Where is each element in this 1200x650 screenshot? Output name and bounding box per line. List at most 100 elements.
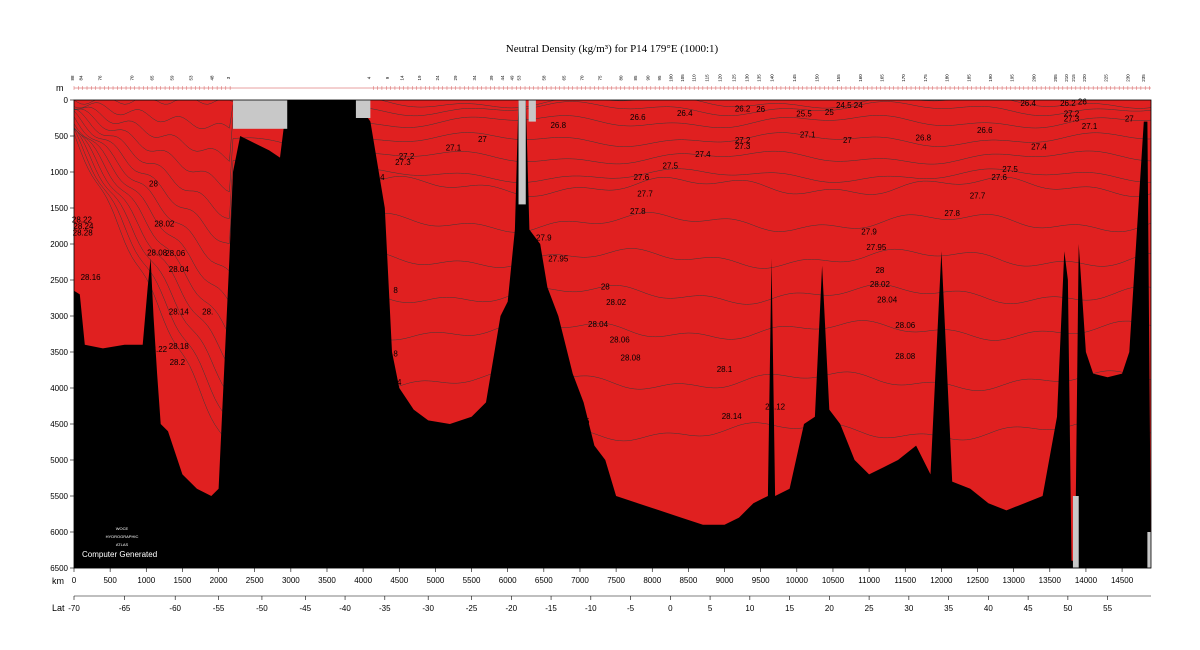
station-label: 225	[1104, 74, 1109, 82]
lat-tick-label: -40	[339, 604, 351, 613]
no-data-region	[233, 100, 288, 129]
station-label: 24	[435, 75, 440, 81]
contour-label: 25	[825, 108, 834, 117]
contour-labels: 28.1628.2228.2428.282828.0228.0828.0628.…	[72, 97, 1134, 430]
station-label: 235	[1141, 74, 1146, 82]
station-label: 175	[923, 74, 928, 82]
station-label: 65	[150, 75, 155, 81]
station-label: 88	[70, 75, 75, 81]
contour-label: 28.	[936, 421, 947, 430]
station-label: 195	[1010, 74, 1015, 82]
contour-label: 26	[1078, 97, 1087, 106]
station-label: 210	[1064, 74, 1069, 82]
contour-label: 27.6	[991, 173, 1007, 182]
no-data-region	[355, 100, 371, 118]
station-label: 70	[129, 75, 134, 81]
x-tick-label: 11000	[858, 576, 880, 585]
station-label: 84	[79, 75, 84, 81]
contour-label: 28.1	[717, 365, 733, 374]
station-label: 215	[1071, 74, 1076, 82]
x-tick-label: 4500	[390, 576, 408, 585]
lat-tick-label: 40	[984, 604, 993, 613]
contour-label: 28.	[202, 308, 213, 317]
contour-label: 28.06	[165, 249, 186, 258]
contour-label: 28.02	[154, 220, 175, 229]
contour-label: 27.6	[634, 173, 650, 182]
y-tick-label: 1000	[50, 168, 68, 177]
y-tick-label: 3500	[50, 348, 68, 357]
station-label: 105	[680, 74, 685, 82]
contour-label: 28.22	[72, 215, 93, 224]
contour-label: 28.24	[73, 222, 94, 231]
lat-tick-label: -25	[466, 604, 478, 613]
x-tick-label: 12500	[966, 576, 989, 585]
contour-label: 28.18	[169, 342, 190, 351]
station-label: 160	[858, 74, 863, 82]
contour-label: 27.2	[735, 136, 751, 145]
contour-label: 27	[1125, 115, 1134, 124]
lat-tick-label: -10	[585, 604, 597, 613]
contour-label: 28	[149, 179, 158, 188]
station-label: 14	[400, 75, 405, 81]
lat-tick-label: 50	[1063, 604, 1072, 613]
station-label: 9	[385, 76, 390, 79]
contour-label: 4	[397, 378, 402, 387]
contour-label: 27.4	[1031, 143, 1047, 152]
station-label: 190	[988, 74, 993, 82]
contour-label: 28.12	[765, 403, 786, 412]
woce-logo: WOCE HYDROGRAPHIC ATLAS Computer Generated	[82, 526, 157, 559]
contour-label: 27.3	[1064, 115, 1080, 124]
x-tick-label: 3000	[282, 576, 300, 585]
contour-label: 28	[601, 282, 610, 291]
x-tick-label: 8500	[679, 576, 697, 585]
station-label: 4	[366, 76, 371, 79]
station-label: 49	[509, 75, 514, 81]
lat-tick-label: -45	[300, 604, 312, 613]
contour-label: 28.08	[895, 352, 916, 361]
station-label: 130	[744, 74, 749, 82]
station-label: 220	[1082, 74, 1087, 82]
station-label: 185	[966, 74, 971, 82]
lat-tick-label: 15	[785, 604, 794, 613]
contour-label: 28.06	[610, 336, 631, 345]
contour-label: 28.04	[588, 320, 609, 329]
lat-tick-label: -55	[213, 604, 225, 613]
contour-label: 27.9	[536, 233, 552, 242]
contour-label: 25.5	[796, 110, 812, 119]
contour-label: 26.8	[916, 133, 932, 142]
x-tick-label: 6500	[535, 576, 553, 585]
lat-tick-label: -35	[379, 604, 391, 613]
isopycnal-contour	[74, 100, 1151, 109]
contour-label: 27.7	[637, 189, 653, 198]
contour-label: 27	[478, 135, 487, 144]
station-label: 155	[836, 74, 841, 82]
station-label: 205	[1053, 74, 1058, 82]
no-data-region	[528, 100, 536, 122]
lat-tick-label: 0	[668, 604, 673, 613]
contour-label: 27	[843, 136, 852, 145]
y-tick-label: 500	[55, 132, 69, 141]
contour-label: 28.2	[170, 358, 186, 367]
station-label: 140	[770, 74, 775, 82]
seafloor-bathymetry	[74, 100, 1151, 568]
lat-tick-label: -60	[169, 604, 181, 613]
lat-tick-label: 10	[745, 604, 754, 613]
x-tick-label: 13500	[1039, 576, 1062, 585]
lat-tick-label: -50	[256, 604, 268, 613]
y-tick-label: 0	[64, 96, 69, 105]
contour-label: 27.9	[861, 228, 877, 237]
no-data-region	[518, 100, 526, 205]
x-tick-label: 11500	[894, 576, 916, 585]
lat-tick-label: -65	[119, 604, 131, 613]
lat-tick-label: -70	[68, 604, 80, 613]
contour-label: 27.95	[866, 243, 887, 252]
y-tick-label: 2500	[50, 276, 68, 285]
contour-label: 28.28	[73, 228, 94, 237]
lat-tick-label: -15	[545, 604, 557, 613]
station-label: 53	[189, 75, 194, 81]
contour-label: 27.95	[548, 254, 569, 263]
station-label: 120	[718, 74, 723, 82]
contour-label: 26.4	[677, 109, 693, 118]
y-tick-label: 1500	[50, 204, 68, 213]
station-label: 29	[453, 75, 458, 81]
